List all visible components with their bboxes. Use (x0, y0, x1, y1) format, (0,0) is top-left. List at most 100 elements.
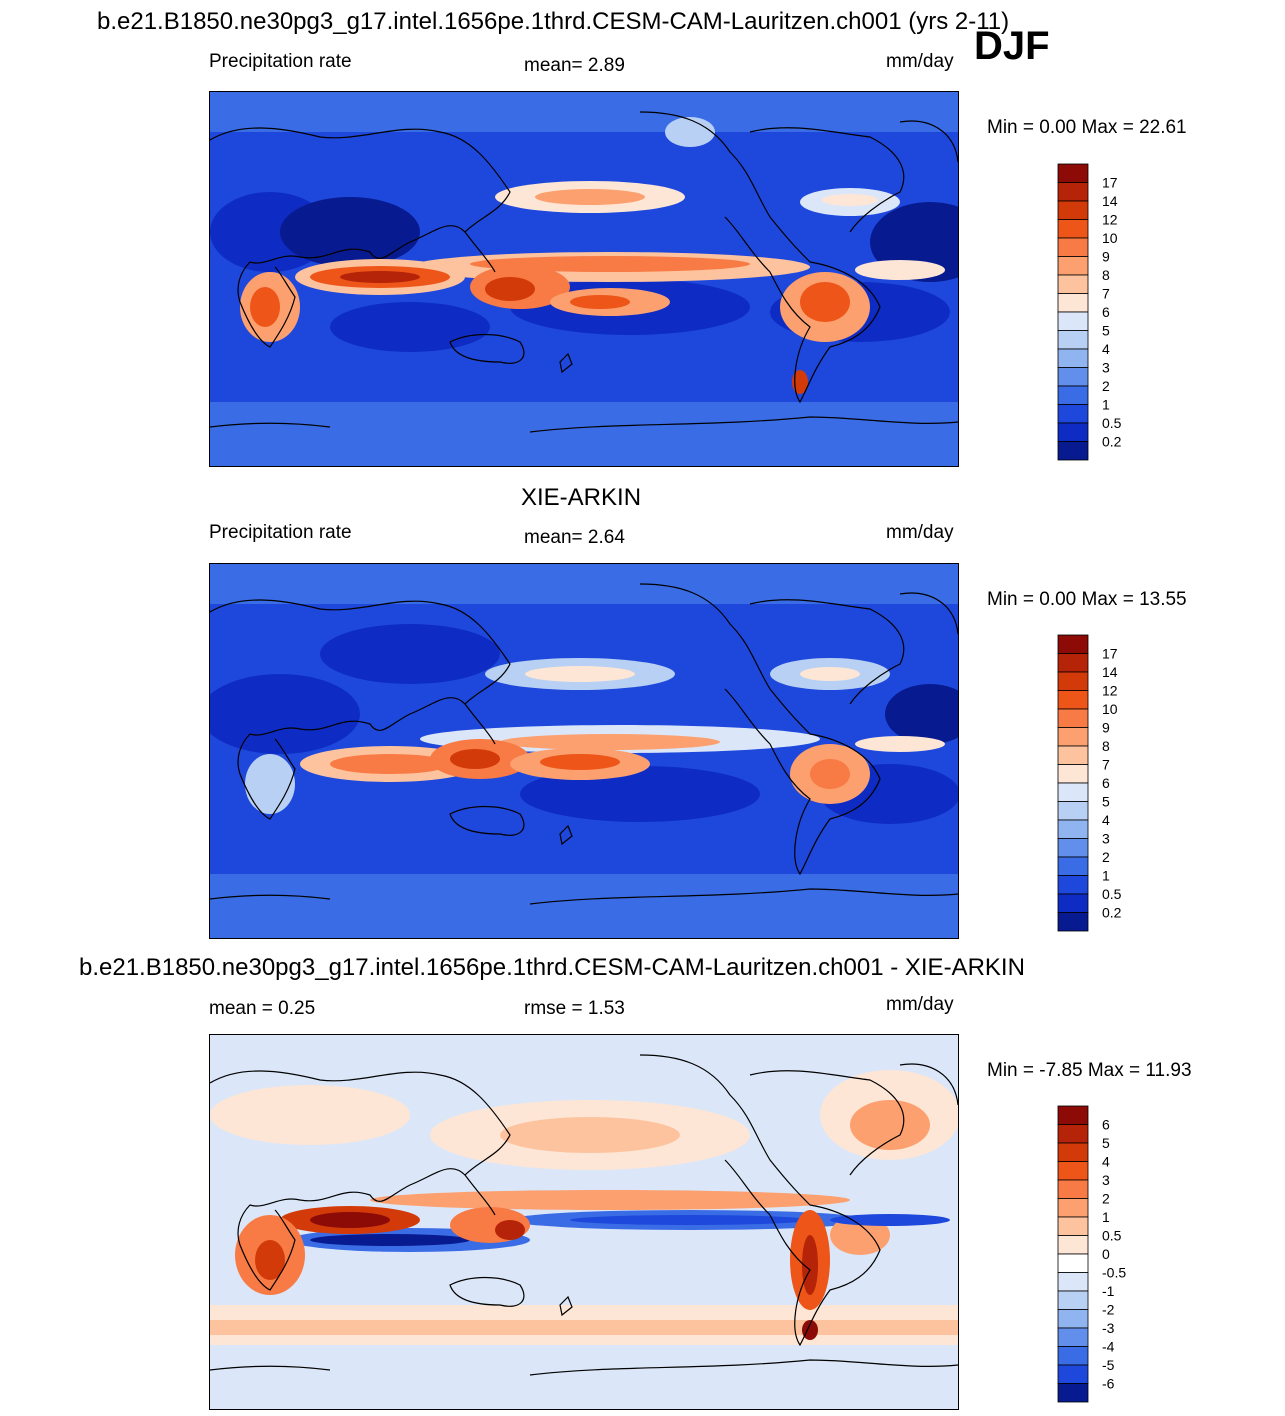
panel3-title: b.e21.B1850.ne30pg3_g17.intel.1656pe.1th… (79, 954, 1025, 981)
colorbar-tick-label: 0.5 (1102, 1228, 1122, 1244)
colorbar-tick-label: -4 (1102, 1339, 1115, 1355)
colorbar-tick-label: 12 (1102, 683, 1118, 699)
colorbar-swatch (1057, 745, 1089, 765)
colorbar-tick-label: 7 (1102, 757, 1110, 773)
panel2-title: XIE-ARKIN (521, 484, 642, 511)
colorbar-tick-label: 8 (1102, 738, 1110, 754)
colorbar-swatch (1057, 801, 1089, 821)
colorbar-tick-label: -0.5 (1102, 1265, 1126, 1281)
colorbar-tick-label: 1 (1102, 397, 1110, 413)
colorbar-tick-label: 6 (1102, 775, 1110, 791)
colorbar-swatch (1057, 256, 1089, 276)
colorbar-swatch (1057, 782, 1089, 802)
colorbar-swatch (1057, 690, 1089, 710)
colorbar-tick-label: 8 (1102, 267, 1110, 283)
colorbar-tick-label: 4 (1102, 1154, 1110, 1170)
panel2-units-label: mm/day (886, 522, 954, 543)
colorbar-tick-label: 2 (1102, 1191, 1110, 1207)
colorbar-tick-label: 9 (1102, 720, 1110, 736)
panel2-variable-label: Precipitation rate (209, 522, 352, 543)
colorbar-swatch (1057, 1290, 1089, 1310)
panel1-units-label: mm/day (886, 51, 954, 72)
colorbar-swatch (1057, 708, 1089, 728)
colorbar-tick-label: 6 (1102, 304, 1110, 320)
colorbar-tick-label: 1 (1102, 1209, 1110, 1225)
colorbar-tick-label: 4 (1102, 812, 1110, 828)
panel3-colorbar: 6 5 4 3 2 1 0.5 0 -0.5 -1 -2 -3 -4 -5 -6 (1057, 1105, 1198, 1403)
colorbar-tick-label: 0.5 (1102, 886, 1122, 902)
colorbar-swatch (1057, 1179, 1089, 1199)
panel3-diff-field (210, 1035, 958, 1409)
panel1-map (209, 91, 959, 467)
panel1-precip-field (210, 92, 958, 466)
colorbar-swatch (1057, 1105, 1089, 1125)
panel1-variable-label: Precipitation rate (209, 51, 352, 72)
panel3-map (209, 1034, 959, 1410)
panel3-minmax: Min = -7.85 Max = 11.93 (987, 1060, 1192, 1081)
colorbar-swatch (1057, 422, 1089, 442)
colorbar-swatch (1057, 1124, 1089, 1144)
colorbar-tick-label: 17 (1102, 646, 1118, 662)
colorbar-tick-label: -5 (1102, 1357, 1115, 1373)
colorbar-swatch (1057, 200, 1089, 220)
colorbar-tick-label: 2 (1102, 849, 1110, 865)
colorbar-tick-label: 3 (1102, 831, 1110, 847)
colorbar-swatch (1057, 237, 1089, 257)
panel2-mean-label: mean= 2.64 (524, 527, 625, 548)
colorbar-tick-label: 5 (1102, 794, 1110, 810)
colorbar-swatch (1057, 1198, 1089, 1218)
colorbar-tick-label: -6 (1102, 1376, 1115, 1392)
colorbar-swatch (1057, 727, 1089, 747)
colorbar-tick-label: 10 (1102, 230, 1118, 246)
colorbar-tick-label: 6 (1102, 1117, 1110, 1133)
colorbar-tick-label: 3 (1102, 1172, 1110, 1188)
colorbar-swatch (1057, 385, 1089, 405)
colorbar-swatch (1057, 1309, 1089, 1329)
colorbar-swatch (1057, 634, 1089, 654)
colorbar-tick-label: 14 (1102, 193, 1118, 209)
colorbar-swatch (1057, 163, 1089, 183)
colorbar-swatch (1057, 1216, 1089, 1236)
colorbar-swatch (1057, 764, 1089, 784)
panel1-minmax: Min = 0.00 Max = 22.61 (987, 117, 1187, 138)
colorbar-swatch (1057, 274, 1089, 294)
colorbar-tick-label: 2 (1102, 378, 1110, 394)
colorbar-swatch (1057, 856, 1089, 876)
colorbar-tick-label: 5 (1102, 323, 1110, 339)
colorbar-swatch (1057, 1346, 1089, 1366)
colorbar-tick-label: 17 (1102, 175, 1118, 191)
colorbar-swatch (1057, 1383, 1089, 1403)
season-label: DJF (974, 24, 1050, 68)
colorbar-swatch (1057, 912, 1089, 932)
colorbar-swatch (1057, 819, 1089, 839)
colorbar-swatch (1057, 1272, 1089, 1292)
colorbar-swatch (1057, 893, 1089, 913)
panel1-mean-label: mean= 2.89 (524, 55, 625, 76)
colorbar-tick-label: -2 (1102, 1302, 1115, 1318)
panel2-map (209, 563, 959, 939)
colorbar-tick-label: 3 (1102, 360, 1110, 376)
colorbar-swatch (1057, 671, 1089, 691)
colorbar-swatch (1057, 1253, 1089, 1273)
colorbar-tick-label: 9 (1102, 249, 1110, 265)
colorbar-tick-label: 12 (1102, 212, 1118, 228)
panel2-minmax: Min = 0.00 Max = 13.55 (987, 589, 1187, 610)
panel2-colorbar: 17 14 12 10 9 8 7 6 5 4 3 2 1 0.5 0.2 (1057, 634, 1198, 932)
colorbar-tick-label: 7 (1102, 286, 1110, 302)
colorbar-tick-label: 0.2 (1102, 905, 1122, 921)
colorbar-swatch (1057, 348, 1089, 368)
colorbar-swatch (1057, 441, 1089, 461)
colorbar-tick-label: 0.2 (1102, 434, 1122, 450)
colorbar-tick-label: 1 (1102, 868, 1110, 884)
colorbar-swatch (1057, 330, 1089, 350)
panel3-units-label: mm/day (886, 994, 954, 1015)
panel3-rmse-label: rmse = 1.53 (524, 998, 625, 1019)
colorbar-swatch (1057, 367, 1089, 387)
panel2-precip-field (210, 564, 958, 938)
colorbar-swatch (1057, 293, 1089, 313)
colorbar-swatch (1057, 311, 1089, 331)
colorbar-swatch (1057, 182, 1089, 202)
colorbar-swatch (1057, 653, 1089, 673)
colorbar-swatch (1057, 875, 1089, 895)
colorbar-tick-label: 14 (1102, 664, 1118, 680)
